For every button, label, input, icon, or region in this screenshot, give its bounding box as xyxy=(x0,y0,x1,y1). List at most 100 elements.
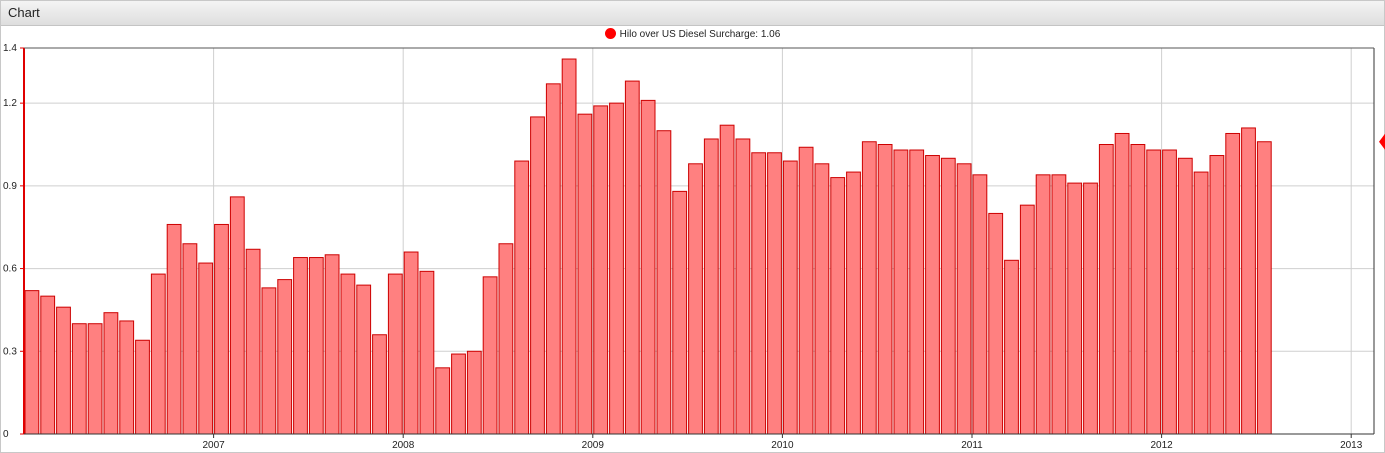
bar[interactable] xyxy=(925,155,940,435)
legend-marker-icon xyxy=(604,28,616,39)
bar[interactable] xyxy=(988,212,1004,435)
x-tick-label: 2012 xyxy=(1150,440,1173,451)
bar[interactable] xyxy=(830,177,846,435)
bar[interactable] xyxy=(1193,171,1209,435)
bar[interactable] xyxy=(451,353,466,435)
bar[interactable] xyxy=(71,323,87,435)
bar[interactable] xyxy=(1162,149,1177,435)
bar[interactable] xyxy=(182,243,198,435)
bar[interactable] xyxy=(530,116,545,435)
bar[interactable] xyxy=(577,113,593,435)
bar[interactable] xyxy=(498,243,514,435)
current-value-marker-icon[interactable] xyxy=(1379,133,1385,150)
bar[interactable] xyxy=(214,223,229,435)
x-tick-label: 2010 xyxy=(771,440,794,451)
x-tick-label: 2007 xyxy=(202,440,225,451)
bar[interactable] xyxy=(688,163,703,435)
bar[interactable] xyxy=(561,58,577,435)
bar[interactable] xyxy=(1114,132,1130,435)
bar[interactable] xyxy=(103,312,119,435)
bar[interactable] xyxy=(166,223,182,435)
bar[interactable] xyxy=(656,130,672,435)
bar[interactable] xyxy=(751,152,767,435)
bar[interactable] xyxy=(1035,174,1051,435)
x-tick-label: 2011 xyxy=(961,440,983,451)
bar[interactable] xyxy=(356,284,372,435)
bar[interactable] xyxy=(119,320,135,435)
y-tick-label: 0.9 xyxy=(3,181,17,192)
x-tick-label: 2008 xyxy=(392,440,415,451)
bar[interactable] xyxy=(703,138,719,435)
bar[interactable] xyxy=(1146,149,1162,435)
bar[interactable] xyxy=(719,124,735,435)
bar[interactable] xyxy=(1130,144,1146,435)
bar[interactable] xyxy=(372,334,387,435)
bar[interactable] xyxy=(609,102,624,435)
bar[interactable] xyxy=(1019,204,1035,435)
bar[interactable] xyxy=(861,141,877,435)
bar[interactable] xyxy=(672,190,688,435)
bar[interactable] xyxy=(940,157,956,435)
bar[interactable] xyxy=(767,152,782,435)
bar[interactable] xyxy=(24,290,40,435)
bar[interactable] xyxy=(814,163,830,435)
window-title: Chart xyxy=(8,5,40,20)
title-bar: Chart xyxy=(1,1,1384,26)
bar[interactable] xyxy=(972,174,988,435)
bar[interactable] xyxy=(514,160,530,435)
bar[interactable] xyxy=(798,146,814,435)
bar[interactable] xyxy=(324,254,340,435)
bar[interactable] xyxy=(308,257,324,435)
bar[interactable] xyxy=(909,149,925,435)
bar[interactable] xyxy=(1177,157,1193,435)
bar[interactable] xyxy=(245,248,261,435)
bar[interactable] xyxy=(261,287,277,435)
y-tick-label: 0.3 xyxy=(3,346,17,357)
bar[interactable] xyxy=(956,163,972,435)
bar[interactable] xyxy=(403,251,419,435)
bar[interactable] xyxy=(1241,127,1256,435)
bar[interactable] xyxy=(545,83,561,435)
bar[interactable] xyxy=(387,273,403,435)
legend[interactable]: Hilo over US Diesel Surcharge: 1.06 xyxy=(1,28,1384,44)
bar[interactable] xyxy=(893,149,909,435)
bar[interactable] xyxy=(482,276,498,435)
bar[interactable] xyxy=(1209,155,1225,435)
bar[interactable] xyxy=(56,306,71,435)
bar[interactable] xyxy=(735,138,751,435)
bar[interactable] xyxy=(466,350,482,435)
bar[interactable] xyxy=(277,279,293,435)
bar[interactable] xyxy=(198,262,214,435)
bar[interactable] xyxy=(340,273,356,435)
x-tick-label: 2009 xyxy=(582,440,605,451)
bar[interactable] xyxy=(846,171,861,435)
bar[interactable] xyxy=(293,257,308,435)
bars xyxy=(24,58,1272,435)
x-tick-label: 2013 xyxy=(1340,440,1363,451)
bar[interactable] xyxy=(1098,144,1114,435)
bar[interactable] xyxy=(1051,174,1067,435)
bar[interactable] xyxy=(229,196,245,435)
bar[interactable] xyxy=(1083,182,1098,435)
tick-labels: 0 0.3 0.6 0.9 1.2 1.4 2007 2008 2009 2010 2011 2012… xyxy=(3,43,1363,451)
bar[interactable] xyxy=(135,339,150,435)
bar[interactable] xyxy=(782,160,798,435)
bar[interactable] xyxy=(150,273,166,435)
bar[interactable] xyxy=(435,367,451,435)
bar[interactable] xyxy=(1256,141,1272,435)
bar[interactable] xyxy=(593,105,609,435)
bar[interactable] xyxy=(419,270,435,435)
bar[interactable] xyxy=(877,144,893,435)
y-tick-label: 1.4 xyxy=(3,43,17,54)
bar[interactable] xyxy=(640,99,656,435)
bar[interactable] xyxy=(1067,182,1083,435)
bar[interactable] xyxy=(1004,259,1019,435)
y-tick-label: 1.2 xyxy=(3,98,17,109)
y-tick-label: 0 xyxy=(3,429,9,440)
bar[interactable] xyxy=(624,80,640,435)
bar[interactable] xyxy=(1225,132,1241,435)
y-tick-label: 0.6 xyxy=(3,264,17,275)
bar[interactable] xyxy=(87,323,103,435)
bar[interactable] xyxy=(40,295,56,435)
